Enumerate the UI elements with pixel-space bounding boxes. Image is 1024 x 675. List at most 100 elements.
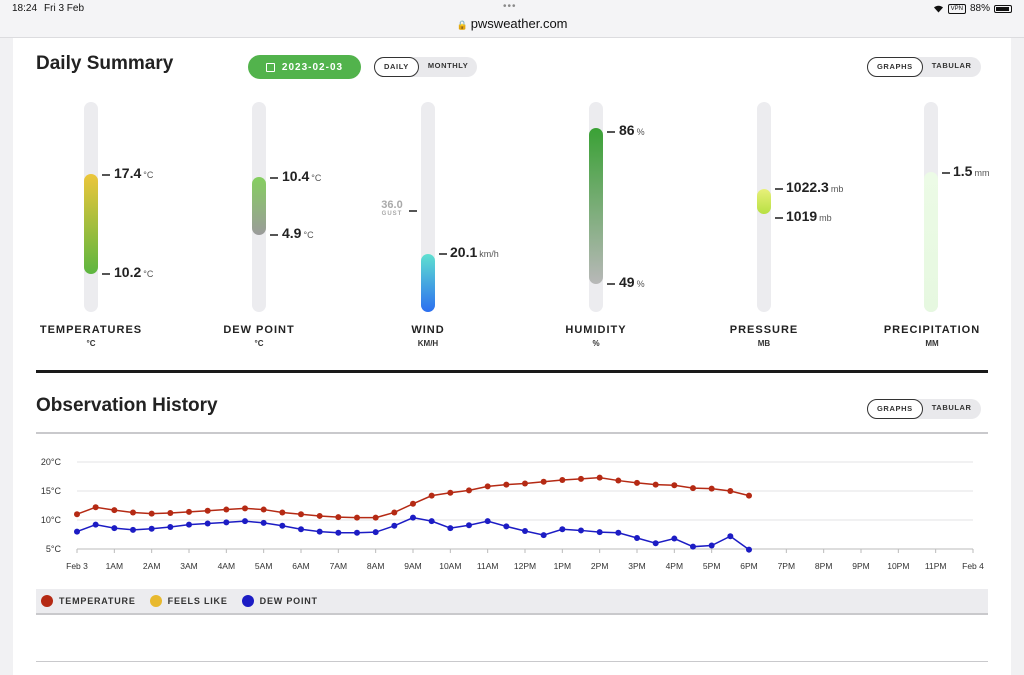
dew-point-point: [447, 525, 454, 532]
multitask-dots-icon[interactable]: •••: [503, 1, 517, 12]
temperature-point: [671, 482, 678, 489]
temperature-point: [316, 512, 323, 519]
temperature-point: [578, 475, 584, 482]
temperatures-label: TEMPERATURES °C: [39, 324, 143, 348]
temperature-point: [260, 506, 267, 513]
temperature-point: [596, 474, 603, 481]
temperature-point: [727, 488, 734, 494]
temperature-point: [279, 509, 286, 516]
battery-icon: [994, 4, 1012, 13]
url-bar[interactable]: 🔒 pwsweather.com: [0, 16, 1024, 31]
dew-point-point: [279, 522, 286, 529]
temperature-point: [74, 511, 80, 518]
pressure-range-bar: [757, 189, 771, 214]
temperature-point: [130, 509, 136, 516]
daily-summary-title: Daily Summary: [36, 53, 174, 74]
temperature-point: [559, 476, 566, 483]
x-tick-label: 3AM: [180, 561, 197, 571]
x-tick-label: 7AM: [330, 561, 347, 571]
history-tabular-button[interactable]: TABULAR: [931, 403, 972, 412]
dew-point-low-tick: [270, 234, 278, 236]
summary-view-toggle: GRAPHS TABULAR: [867, 57, 981, 77]
monthly-button[interactable]: MONTHLY: [427, 61, 469, 70]
dew-point-point: [540, 532, 547, 539]
x-tick-label: 11PM: [925, 561, 947, 571]
dew-point-high-tick: [270, 177, 278, 179]
x-tick-label: 1PM: [554, 561, 571, 571]
wind-gauge: [421, 102, 435, 312]
legend-dew-point[interactable]: DEW POINT: [241, 595, 318, 607]
x-tick-label: 8AM: [367, 561, 384, 571]
dew-point-point: [130, 526, 136, 533]
summary-tabular-button[interactable]: TABULAR: [931, 61, 972, 70]
dew-point-point: [746, 546, 752, 553]
dew-point-point: [223, 519, 230, 526]
precipitation-value: 1.5 mm: [953, 163, 990, 179]
dew-point-point: [204, 520, 211, 527]
dew-point-point: [410, 514, 416, 521]
period-toggle: DAILY MONTHLY: [374, 57, 478, 77]
date-picker-button[interactable]: 2023-02-03: [248, 55, 361, 79]
temperature-point: [447, 489, 454, 496]
dew-point-point: [634, 534, 640, 541]
temperature-point: [746, 492, 752, 499]
summary-graphs-button[interactable]: GRAPHS: [867, 57, 923, 77]
temperature-point: [652, 481, 659, 488]
x-tick-label: 12PM: [514, 561, 536, 571]
x-tick-label: 10PM: [887, 561, 909, 571]
humidity-gauge: [589, 102, 603, 312]
feels-like-legend-dot: [149, 595, 162, 607]
humidity-label: HUMIDITY %: [565, 324, 627, 348]
temperature-point: [410, 500, 416, 507]
dew-point-point: [92, 521, 99, 528]
temperature-point: [634, 479, 640, 486]
temperature-point: [615, 477, 622, 484]
y-tick-label: 20°C: [41, 457, 62, 467]
dew-point-point: [260, 519, 267, 526]
dew-point-point: [708, 542, 715, 549]
temperature-point: [204, 507, 211, 514]
x-tick-label: 5AM: [255, 561, 272, 571]
dew-point-point: [578, 527, 584, 534]
dew-point-gauge: [252, 102, 266, 312]
legend-feels-like[interactable]: FEELS LIKE: [149, 595, 228, 607]
x-tick-label: 7PM: [778, 561, 795, 571]
wind-speed-bar: [421, 254, 435, 312]
history-graphs-button[interactable]: GRAPHS: [867, 399, 923, 419]
dew-point-point: [298, 526, 304, 533]
temperature-low-value: 10.2 °C: [114, 264, 154, 280]
x-tick-label: 11AM: [477, 561, 499, 571]
x-tick-label: 2PM: [591, 561, 608, 571]
precipitation-tick: [942, 172, 950, 174]
humidity-high-tick: [607, 131, 615, 133]
calendar-icon: [265, 62, 275, 72]
legend-bottom-rule: [36, 613, 988, 615]
wind-gust: 36.0 GUST: [381, 199, 403, 217]
history-view-toggle: GRAPHS TABULAR: [867, 399, 981, 419]
dew-point-point: [372, 529, 379, 536]
temperature-point: [223, 506, 230, 513]
vpn-badge: VPN: [947, 3, 966, 14]
legend-temperature[interactable]: TEMPERATURE: [41, 595, 136, 607]
x-tick-label: 2AM: [143, 561, 160, 571]
dew-point-point: [316, 528, 323, 535]
status-indicators: VPN 88%: [933, 3, 1012, 14]
battery-percent: 88%: [969, 3, 990, 14]
daily-button[interactable]: DAILY: [374, 57, 419, 77]
dew-point-point: [484, 518, 491, 525]
observation-chart[interactable]: 20°C 15°C 10°C 5°C Feb 3 1AM 2AM 3AM 4AM 5AM 6AM 7A…: [13, 454, 1011, 584]
dew-point-point: [727, 533, 734, 540]
y-tick-label: 5°C: [46, 544, 62, 554]
dew-point-point: [615, 529, 622, 536]
temperatures-range-bar: [84, 174, 98, 274]
x-tick-label: 5PM: [703, 561, 720, 571]
chart-legend: TEMPERATURE FEELS LIKE DEW POINT: [36, 589, 988, 613]
wind-gust-tick: [409, 210, 417, 212]
temperature-point: [372, 514, 379, 521]
x-tick-label: 1AM: [106, 561, 123, 571]
x-tick-label: 4AM: [218, 561, 235, 571]
temperature-low-tick: [102, 273, 110, 275]
x-tick-label: Feb 3: [66, 561, 88, 571]
temperature-legend-dot: [41, 595, 53, 607]
pressure-label: PRESSURE MB: [729, 324, 799, 348]
